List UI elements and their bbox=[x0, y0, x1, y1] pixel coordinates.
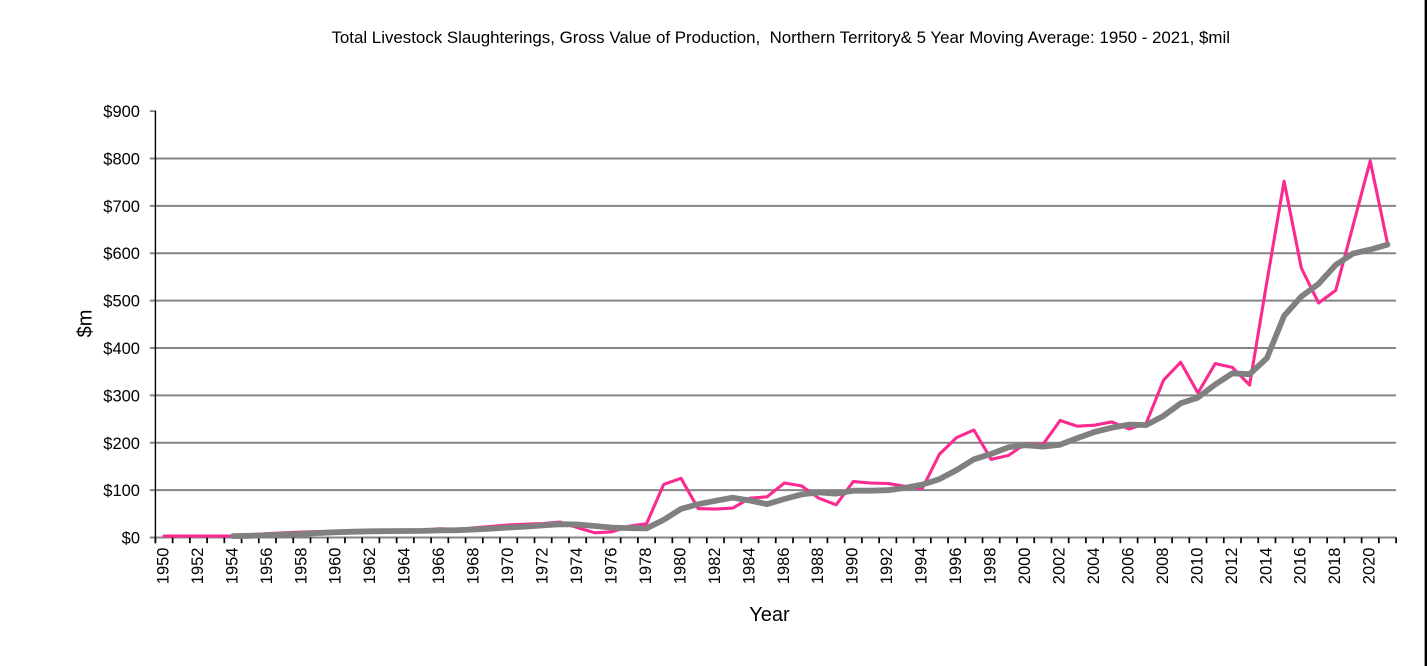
svg-text:1972: 1972 bbox=[533, 548, 551, 585]
svg-text:1952: 1952 bbox=[189, 548, 207, 585]
svg-text:1996: 1996 bbox=[947, 548, 965, 585]
svg-text:2018: 2018 bbox=[1326, 548, 1344, 585]
svg-text:$100: $100 bbox=[103, 482, 140, 500]
svg-text:1978: 1978 bbox=[637, 548, 655, 585]
svg-text:Total Livestock Slaughterings,: Total Livestock Slaughterings, Gross Val… bbox=[331, 28, 1230, 47]
svg-text:1994: 1994 bbox=[913, 548, 931, 585]
svg-text:2010: 2010 bbox=[1188, 548, 1206, 585]
svg-text:$500: $500 bbox=[103, 293, 140, 311]
svg-text:1998: 1998 bbox=[981, 548, 999, 585]
svg-text:1950: 1950 bbox=[154, 548, 172, 585]
svg-text:1954: 1954 bbox=[223, 548, 241, 585]
svg-text:1984: 1984 bbox=[740, 548, 758, 585]
svg-text:1986: 1986 bbox=[775, 548, 793, 585]
svg-text:1976: 1976 bbox=[602, 548, 620, 585]
svg-text:2008: 2008 bbox=[1154, 548, 1172, 585]
svg-text:1956: 1956 bbox=[258, 548, 276, 585]
svg-text:1982: 1982 bbox=[706, 548, 724, 585]
svg-text:2000: 2000 bbox=[1016, 548, 1034, 585]
svg-text:2016: 2016 bbox=[1292, 548, 1310, 585]
svg-text:1960: 1960 bbox=[327, 548, 345, 585]
svg-text:1966: 1966 bbox=[430, 548, 448, 585]
svg-text:2006: 2006 bbox=[1119, 548, 1137, 585]
svg-text:1990: 1990 bbox=[844, 548, 862, 585]
svg-text:2014: 2014 bbox=[1257, 548, 1275, 585]
svg-text:2020: 2020 bbox=[1361, 548, 1379, 585]
svg-text:2004: 2004 bbox=[1085, 548, 1103, 585]
svg-text:Year: Year bbox=[749, 604, 790, 626]
svg-text:$0: $0 bbox=[122, 530, 140, 548]
svg-text:1992: 1992 bbox=[878, 548, 896, 585]
svg-text:2012: 2012 bbox=[1223, 548, 1241, 585]
svg-text:1980: 1980 bbox=[671, 548, 689, 585]
svg-text:$200: $200 bbox=[103, 435, 140, 453]
svg-text:$800: $800 bbox=[103, 151, 140, 169]
svg-text:$900: $900 bbox=[103, 103, 140, 121]
svg-text:1968: 1968 bbox=[465, 548, 483, 585]
svg-text:$700: $700 bbox=[103, 198, 140, 216]
svg-text:1958: 1958 bbox=[292, 548, 310, 585]
svg-text:$400: $400 bbox=[103, 340, 140, 358]
svg-text:$300: $300 bbox=[103, 387, 140, 405]
svg-text:$600: $600 bbox=[103, 245, 140, 263]
svg-text:1974: 1974 bbox=[568, 548, 586, 585]
svg-text:1970: 1970 bbox=[499, 548, 517, 585]
svg-text:2002: 2002 bbox=[1050, 548, 1068, 585]
svg-text:1962: 1962 bbox=[361, 548, 379, 585]
svg-text:1964: 1964 bbox=[396, 548, 414, 585]
svg-text:$m: $m bbox=[75, 310, 97, 338]
svg-text:1988: 1988 bbox=[809, 548, 827, 585]
